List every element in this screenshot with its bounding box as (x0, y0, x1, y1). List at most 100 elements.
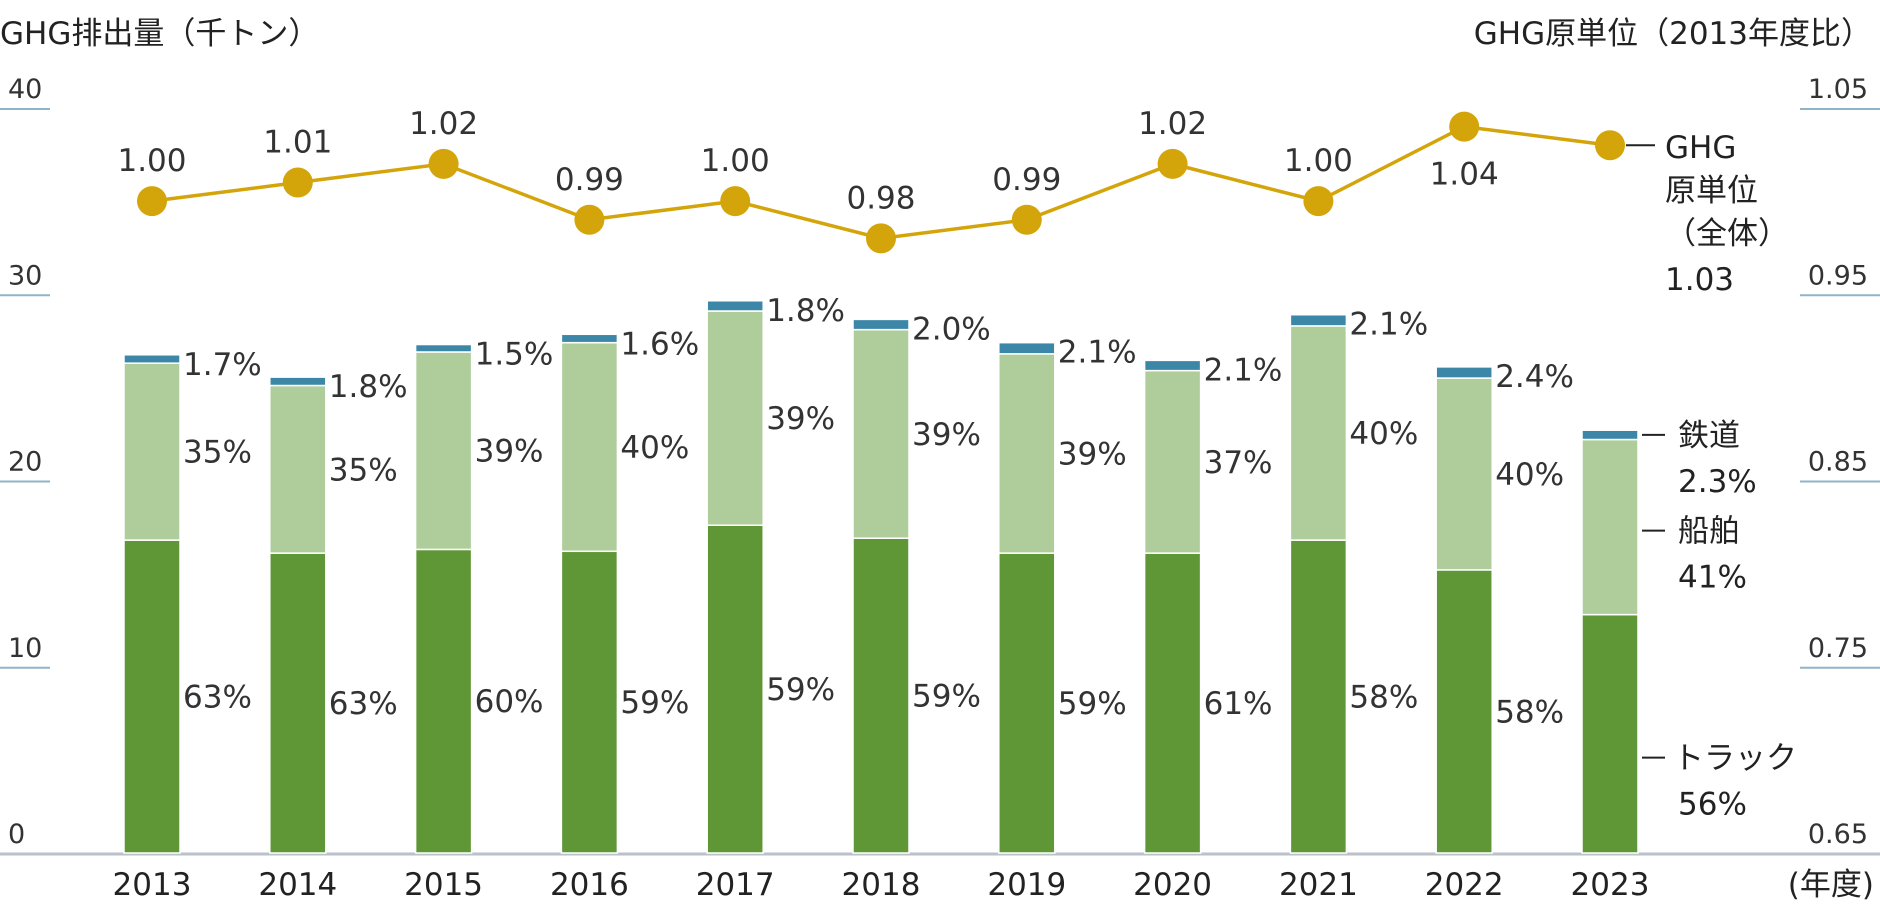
year-label: 2021 (1279, 867, 1358, 903)
ghg-intensity-point (574, 204, 605, 235)
left-tick-label: 10 (8, 633, 42, 664)
bar-ship (998, 353, 1056, 554)
year-label: 2018 (842, 867, 921, 903)
ghg-intensity-point (137, 186, 167, 217)
left-tick-label: 40 (8, 74, 42, 105)
year-label: 2016 (550, 867, 629, 903)
rail-pct-label: 2.1% (1058, 335, 1137, 371)
left-tick-label: 20 (8, 447, 42, 478)
rail-pct-label: 1.5% (475, 337, 554, 373)
truck-pct-label: 59% (766, 672, 835, 708)
bar-rail (998, 341, 1056, 355)
right-tick-label: 0.75 (1808, 633, 1868, 664)
bar-truck (1435, 569, 1493, 854)
truck-legend-name: トラック (1673, 741, 1797, 777)
year-label: 2023 (1571, 867, 1650, 903)
year-label: 2013 (113, 867, 192, 903)
rail-pct-label: 1.6% (620, 326, 699, 362)
ship-pct-label: 39% (1058, 436, 1127, 472)
bar-ship (1143, 369, 1202, 554)
rail-legend-name: 鉄道 (1678, 418, 1740, 454)
ghg-intensity-label: 0.99 (992, 162, 1061, 198)
ghg-intensity-point (1595, 130, 1625, 161)
bar-rail (560, 333, 619, 344)
year-label: 2020 (1133, 867, 1212, 903)
bar-truck (560, 550, 619, 854)
ship-pct-label: 40% (1495, 457, 1564, 493)
bar-ship (560, 341, 619, 553)
bar-rail (1581, 429, 1639, 441)
ship-pct-label: 39% (475, 434, 544, 470)
bar-rail (123, 354, 181, 364)
ghg-intensity-point (866, 223, 896, 254)
bar-truck (269, 552, 327, 854)
truck-pct-label: 59% (620, 685, 689, 721)
truck-pct-label: 59% (912, 679, 981, 715)
truck-pct-label: 60% (475, 684, 544, 720)
bar-ship (852, 328, 910, 539)
ship-pct-label: 40% (620, 430, 689, 466)
bar-truck (123, 539, 181, 854)
bar-rail (1143, 359, 1202, 372)
ghg-intensity-point (1157, 148, 1188, 179)
year-label: 2022 (1425, 867, 1504, 903)
ghg-intensity-label: 1.00 (701, 143, 770, 179)
line-legend-text: 原単位 (1665, 173, 1758, 209)
line-legend-text: 1.03 (1665, 262, 1734, 298)
bar-truck (414, 548, 473, 854)
ghg-intensity-label: 1.04 (1430, 157, 1499, 193)
left-tick-label: 0 (8, 819, 25, 850)
x-unit-label: (年度) (1788, 867, 1874, 903)
right-tick-label: 1.05 (1808, 74, 1868, 105)
truck-pct-label: 61% (1204, 686, 1273, 722)
truck-pct-label: 63% (329, 686, 398, 722)
truck-pct-label: 58% (1495, 694, 1564, 730)
bar-truck (1581, 613, 1639, 854)
ghg-intensity-label: 0.98 (846, 180, 915, 216)
bar-rail (706, 300, 764, 312)
year-label: 2015 (404, 867, 483, 903)
truck-pct-label: 63% (183, 680, 252, 716)
bar-rail (852, 318, 910, 331)
bar-truck (1143, 552, 1202, 854)
ship-legend-name: 船舶 (1678, 514, 1740, 550)
line-legend-text: GHG (1665, 130, 1736, 166)
ship-pct-label: 40% (1349, 416, 1418, 452)
ship-pct-label: 35% (183, 435, 252, 471)
rail-pct-label: 2.4% (1495, 359, 1574, 395)
bar-ship (123, 362, 181, 541)
bar-rail (1289, 313, 1348, 327)
year-label: 2014 (258, 867, 337, 903)
ghg-intensity-label: 1.00 (117, 143, 186, 179)
bar-ship (1435, 377, 1493, 571)
truck-pct-label: 59% (1058, 686, 1127, 722)
bar-ship (414, 351, 473, 551)
truck-pct-label: 58% (1349, 680, 1418, 716)
rail-pct-label: 1.8% (766, 293, 845, 329)
legend-layer: GHG 原単位 （全体） 1.03 鉄道 2.3% 船舶 41% トラック 56% (1626, 130, 1797, 823)
ghg-intensity-point (720, 186, 751, 217)
ghg-intensity-point (428, 148, 459, 179)
left-axis-title: GHG排出量（千トン） (0, 16, 319, 52)
ghg-intensity-label: 1.02 (1138, 106, 1207, 142)
rail-pct-label: 1.7% (183, 347, 262, 383)
rail-pct-label: 2.1% (1204, 352, 1283, 388)
axes-layer: 0 0.65 10 0.75 20 0.85 30 0.95 40 1.05 2013 2014 201… (0, 74, 1880, 903)
ghg-intensity-point (1449, 111, 1480, 142)
bar-truck (852, 537, 910, 854)
year-label: 2017 (696, 867, 775, 903)
ship-pct-label: 39% (766, 401, 835, 437)
ghg-intensity-label: 1.01 (263, 125, 332, 161)
right-axis-title: GHG原単位（2013年度比） (1474, 16, 1872, 52)
right-tick-label: 0.95 (1808, 260, 1868, 291)
ship-legend-value: 41% (1678, 560, 1747, 596)
bar-ship (1581, 438, 1639, 616)
ship-pct-label: 37% (1204, 445, 1273, 481)
left-tick-label: 30 (8, 260, 42, 291)
bar-rail (269, 376, 327, 387)
bars-layer (123, 300, 1639, 854)
year-label: 2019 (987, 867, 1066, 903)
ghg-intensity-point (282, 167, 313, 198)
ghg-intensity-point (1303, 186, 1334, 217)
